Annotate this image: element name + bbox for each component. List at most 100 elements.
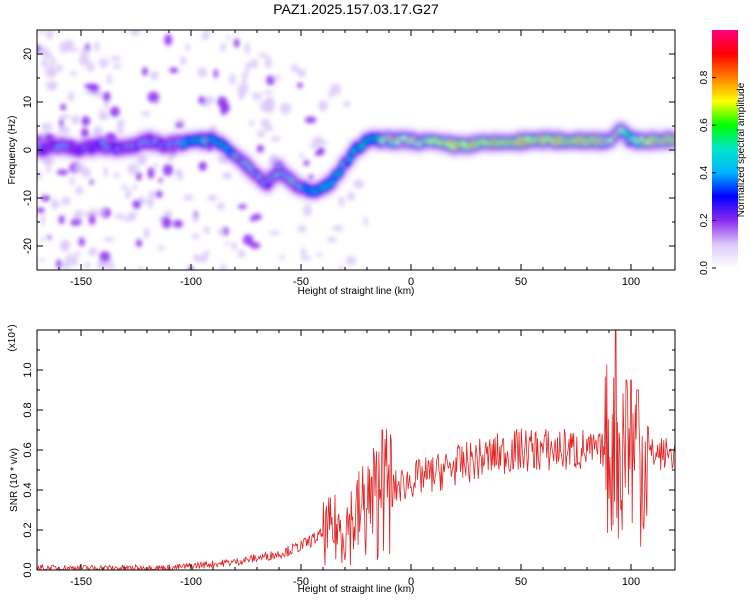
noise-blob bbox=[233, 38, 240, 48]
noise-blob bbox=[47, 67, 58, 75]
noise-blob bbox=[300, 255, 312, 261]
noise-blob bbox=[316, 252, 323, 257]
noise-blob bbox=[245, 62, 251, 73]
noise-blob bbox=[309, 143, 318, 149]
noise-blob bbox=[138, 266, 144, 270]
noise-blob bbox=[203, 226, 211, 234]
noise-blob bbox=[62, 260, 71, 270]
x-tick-label: 50 bbox=[515, 576, 527, 588]
noise-blob bbox=[56, 169, 69, 176]
noise-blob bbox=[106, 73, 113, 85]
noise-blob bbox=[81, 116, 91, 126]
spectrogram-heatmap bbox=[37, 30, 675, 270]
noise-blob bbox=[251, 92, 262, 101]
noise-blob bbox=[363, 216, 368, 227]
noise-blob bbox=[220, 105, 227, 116]
noise-blob bbox=[326, 236, 337, 243]
noise-blob bbox=[130, 30, 140, 36]
x-tick-label: -100 bbox=[180, 576, 202, 588]
noise-blob bbox=[297, 225, 307, 233]
noise-blob bbox=[94, 41, 100, 52]
x-tick-label: 0 bbox=[408, 276, 414, 288]
x-tick-label: -50 bbox=[293, 276, 309, 288]
noise-blob bbox=[38, 258, 45, 263]
noise-blob bbox=[93, 125, 102, 136]
noise-blob bbox=[105, 262, 115, 270]
noise-blob bbox=[143, 227, 150, 240]
noise-blob bbox=[103, 237, 115, 242]
x-tick-label: -150 bbox=[70, 276, 92, 288]
noise-blob bbox=[217, 155, 228, 164]
noise-blob bbox=[174, 122, 185, 128]
noise-blob bbox=[43, 51, 53, 59]
noise-blob bbox=[192, 215, 198, 223]
noise-blob bbox=[85, 90, 93, 95]
noise-blob bbox=[37, 30, 45, 34]
snr-y-multiplier: (x10⁴) bbox=[7, 324, 18, 351]
noise-blob bbox=[290, 64, 300, 73]
noise-blob bbox=[88, 249, 97, 256]
snr-frame bbox=[36, 329, 676, 571]
noise-blob bbox=[256, 144, 264, 153]
y-tick-label: 1.0 bbox=[22, 362, 34, 377]
noise-blob bbox=[120, 184, 128, 190]
colorbar-tick-label: 0.6 bbox=[699, 118, 710, 132]
y-tick-label: 10 bbox=[22, 96, 34, 108]
noise-blob bbox=[109, 106, 120, 117]
noise-blob bbox=[70, 219, 76, 226]
x-tick-label: -150 bbox=[70, 576, 92, 588]
noise-blob bbox=[226, 35, 231, 41]
noise-blob bbox=[74, 209, 84, 218]
noise-blob bbox=[125, 188, 132, 200]
noise-blob bbox=[116, 119, 126, 126]
noise-blob bbox=[172, 219, 184, 228]
noise-blob bbox=[237, 249, 246, 258]
noise-blob bbox=[58, 114, 71, 119]
noise-blob bbox=[132, 199, 142, 210]
noise-blob bbox=[258, 52, 269, 58]
noise-blob bbox=[241, 77, 247, 85]
noise-blob bbox=[263, 125, 274, 132]
noise-blob bbox=[211, 124, 217, 135]
noise-blob bbox=[297, 68, 306, 78]
x-tick-label: 100 bbox=[622, 576, 640, 588]
noise-blob bbox=[41, 57, 48, 68]
noise-blob bbox=[98, 57, 109, 69]
ridge-inner-blob bbox=[244, 161, 248, 165]
ridge-inner-blob bbox=[347, 157, 352, 162]
colorbar-tick-label: 0.0 bbox=[699, 261, 710, 275]
noise-blob bbox=[46, 235, 52, 240]
ridge-inner-blob bbox=[402, 136, 407, 140]
noise-blob bbox=[114, 213, 126, 220]
x-tick-label: -100 bbox=[180, 276, 202, 288]
noise-blob bbox=[342, 100, 351, 108]
spectrogram-x-ticks: -150 -100 -50 0 50 100 bbox=[36, 30, 676, 288]
ridge-inner-blob bbox=[290, 178, 295, 182]
noise-blob bbox=[180, 55, 187, 66]
noise-blob bbox=[338, 196, 345, 208]
noise-blob bbox=[102, 91, 111, 102]
noise-blob bbox=[135, 171, 142, 181]
y-tick-label: 0 bbox=[22, 147, 34, 153]
noise-blob bbox=[37, 207, 45, 214]
figure-title: PAZ1.2025.157.03.17.G27 bbox=[273, 1, 439, 17]
noise-blob bbox=[70, 175, 75, 186]
noise-blob bbox=[198, 96, 206, 105]
noise-blob bbox=[41, 236, 46, 242]
noise-blob bbox=[158, 178, 163, 183]
x-tick-label: 100 bbox=[622, 276, 640, 288]
noise-blob bbox=[213, 68, 219, 79]
spectrogram-x-label: Height of straight line (km) bbox=[298, 286, 415, 297]
y-tick-label: 0.8 bbox=[22, 402, 34, 417]
noise-blob bbox=[80, 48, 89, 57]
ridge-inner-blob bbox=[624, 132, 629, 136]
ridge-inner-blob bbox=[448, 140, 453, 145]
noise-blob bbox=[46, 166, 51, 173]
noise-blob bbox=[270, 136, 281, 142]
noise-blob bbox=[203, 249, 210, 258]
noise-blob bbox=[268, 230, 281, 236]
noise-blob bbox=[99, 251, 111, 263]
noise-blob bbox=[49, 58, 57, 65]
noise-blob bbox=[329, 83, 342, 96]
